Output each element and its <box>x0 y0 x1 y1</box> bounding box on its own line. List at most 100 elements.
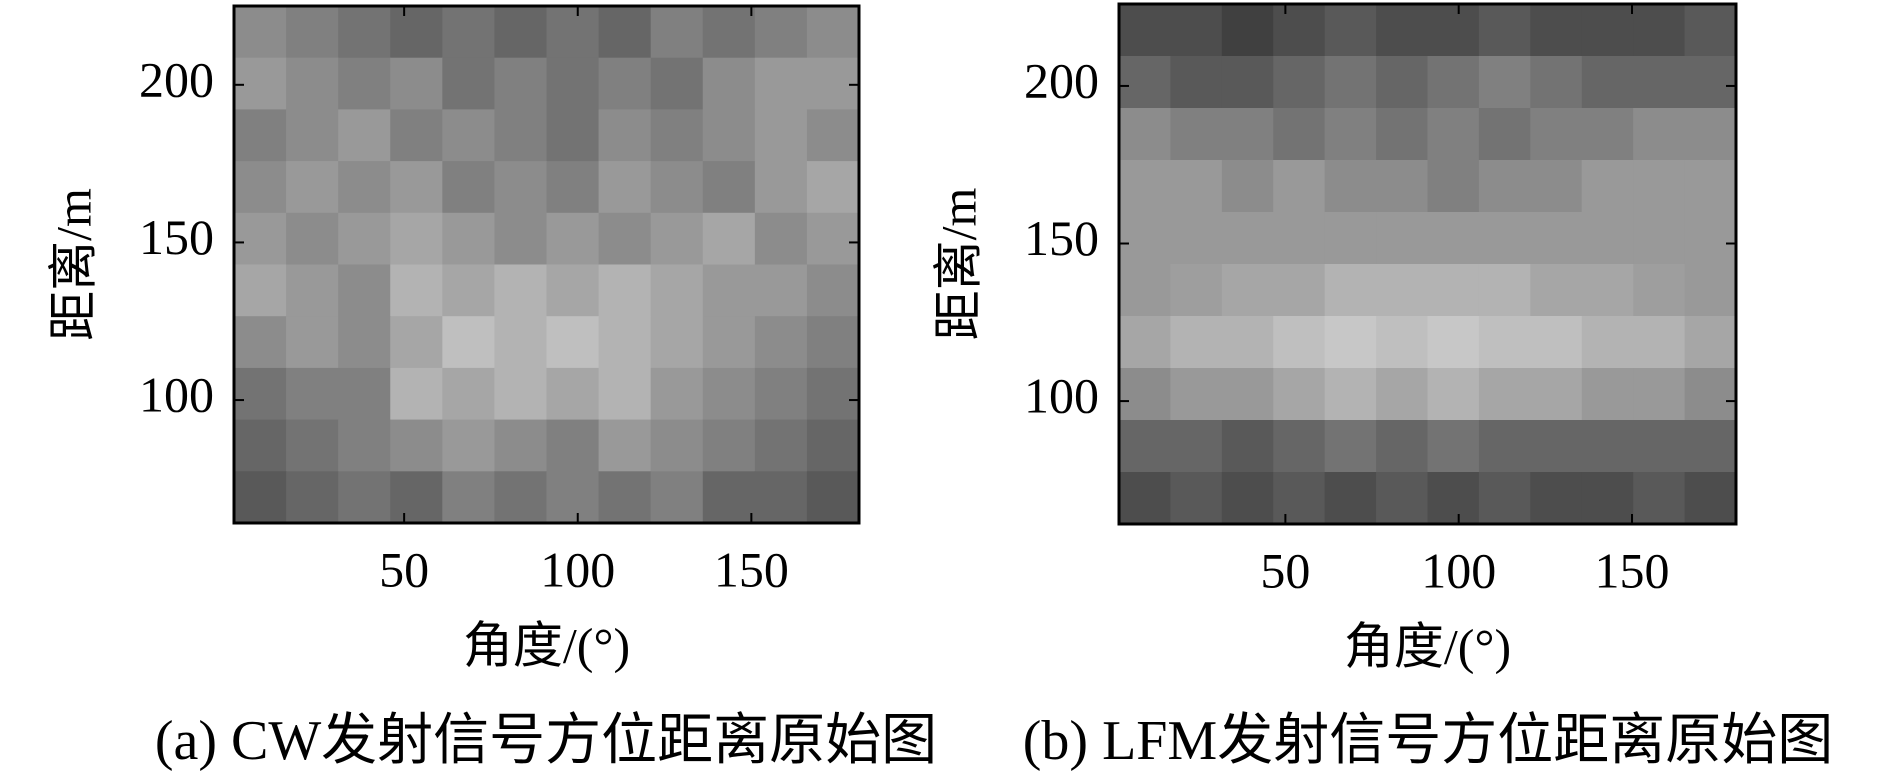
heatmap-cell <box>1376 472 1428 525</box>
heatmap-cell <box>1376 420 1428 473</box>
x-tick-label: 100 <box>1421 542 1496 598</box>
heatmap-cell <box>754 109 808 162</box>
heatmap-cell <box>1324 420 1377 473</box>
heatmap-cell <box>1478 316 1531 369</box>
heatmap-cell <box>546 57 600 110</box>
heatmap-cell <box>1530 160 1583 213</box>
heatmap-cell <box>1581 264 1634 317</box>
heatmap-cell <box>546 367 600 421</box>
heatmap-cell <box>234 471 287 524</box>
heatmap-cell <box>338 471 391 524</box>
heatmap-cell <box>1633 368 1686 421</box>
heatmap-cell <box>1427 316 1480 369</box>
heatmap-cell <box>1633 264 1686 317</box>
heatmap-cell <box>754 419 808 472</box>
heatmap-cell <box>1684 368 1737 421</box>
heatmap-cell <box>338 57 391 110</box>
heatmap-cell <box>702 57 756 110</box>
heatmap-cell <box>1273 56 1326 109</box>
heatmap-cell <box>1324 108 1377 161</box>
heatmap-cell <box>1581 316 1634 369</box>
heatmap-cell <box>494 57 547 110</box>
heatmap-cell <box>1221 4 1274 57</box>
heatmap-cell <box>1684 420 1737 473</box>
heatmap-cell <box>754 212 808 265</box>
heatmap-cell <box>234 212 287 265</box>
heatmap-cell <box>494 471 547 524</box>
heatmap-cell <box>338 419 391 472</box>
heatmap-cell <box>1119 316 1171 369</box>
heatmap-cell <box>390 264 443 317</box>
y-tick-label: 200 <box>139 51 214 107</box>
x-tick-label: 150 <box>714 541 789 597</box>
heatmap-cell <box>1273 316 1326 369</box>
heatmap-cell <box>390 109 443 162</box>
heatmap-cell <box>650 6 704 59</box>
heatmap-cell <box>1684 264 1737 317</box>
heatmap-cell <box>494 316 547 369</box>
y-axis-label: 距离/m <box>45 188 101 341</box>
heatmap-cell <box>442 212 495 265</box>
heatmap-cell <box>1273 212 1326 265</box>
x-tick-label: 50 <box>1260 542 1310 598</box>
heatmap-cell <box>442 367 495 421</box>
heatmap-cell <box>234 161 287 214</box>
heatmap-cell <box>754 264 808 317</box>
heatmap-cell <box>546 109 600 162</box>
y-tick-label: 100 <box>1024 368 1099 424</box>
heatmap-cell <box>494 419 547 472</box>
heatmap-cell <box>1273 472 1326 525</box>
heatmap-cell <box>390 6 443 59</box>
heatmap-cell <box>442 109 495 162</box>
heatmap-cell <box>338 212 391 265</box>
heatmap-cell <box>1376 368 1428 421</box>
heatmap-cell <box>1119 160 1171 213</box>
heatmap-cell <box>702 367 756 421</box>
heatmap-cell <box>1530 4 1583 57</box>
heatmap-cell <box>286 264 339 317</box>
heatmap-cell <box>546 419 600 472</box>
heatmap-cell <box>806 161 860 214</box>
heatmap-cell <box>442 316 495 369</box>
heatmap-cell <box>1273 264 1326 317</box>
heatmap-cell <box>598 57 652 110</box>
heatmap-cell <box>650 161 704 214</box>
heatmap-cell <box>442 264 495 317</box>
heatmap-cell <box>1170 264 1223 317</box>
heatmap-cell <box>1221 212 1274 265</box>
heatmap-cell <box>338 316 391 369</box>
heatmap-cell <box>338 109 391 162</box>
heatmap-cell <box>1324 56 1377 109</box>
heatmap-cell <box>1376 316 1428 369</box>
heatmap-cell <box>1581 4 1634 57</box>
heatmap-cell <box>234 419 287 472</box>
heatmap-cell <box>1221 56 1274 109</box>
axes-box <box>232 4 861 525</box>
heatmap-cell <box>546 161 600 214</box>
heatmap-cell <box>1581 368 1634 421</box>
heatmap-cell <box>1427 160 1480 213</box>
heatmap-cell <box>1376 4 1428 57</box>
heatmap-cell <box>806 471 860 524</box>
heatmap-cell <box>1684 56 1737 109</box>
heatmap-cell <box>1478 212 1531 265</box>
heatmap-cell <box>234 367 287 421</box>
heatmap-cell <box>442 471 495 524</box>
heatmap-cell <box>1119 4 1171 57</box>
heatmap-cell <box>702 212 756 265</box>
heatmap-cell <box>390 57 443 110</box>
heatmap-cell <box>1119 56 1171 109</box>
x-axis-label: 角度/(°) <box>1344 618 1511 674</box>
heatmap-cell <box>1273 4 1326 57</box>
heatmap-cell <box>1633 316 1686 369</box>
heatmap-cell <box>1633 160 1686 213</box>
heatmap-cell <box>1684 212 1737 265</box>
heatmap-cell <box>494 212 547 265</box>
heatmap-cell <box>754 6 808 59</box>
heatmap-cell <box>1376 264 1428 317</box>
y-tick-label: 150 <box>139 209 214 265</box>
heatmap-cell <box>286 212 339 265</box>
heatmap-cell <box>1478 4 1531 57</box>
heatmap-cell <box>1427 108 1480 161</box>
